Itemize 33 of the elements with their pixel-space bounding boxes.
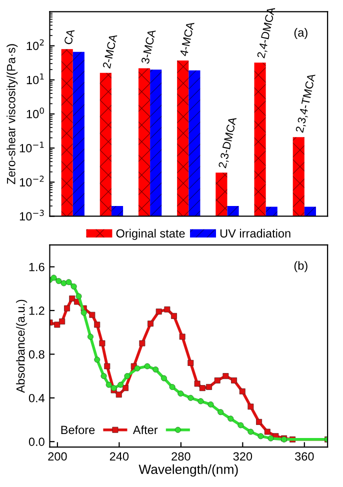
y-axis-title: Absorbance/(a.u.) (16, 300, 28, 393)
legend-label: Before (61, 425, 95, 434)
x-tick-label: 200 (48, 452, 67, 461)
y-tick-label: 10$^{−2}$ (20, 176, 44, 186)
category-label: CA (64, 28, 75, 45)
y-tick-label: 10$^{−1}$ (20, 142, 44, 152)
category-label: 2,3-DMCA (218, 116, 237, 168)
point (148, 320, 154, 327)
y-tick-label: 0.0 (28, 438, 44, 446)
x-tick-label: 360 (295, 452, 314, 461)
point (206, 384, 212, 390)
legend-label: Original state (116, 228, 185, 240)
category-label: 4-MCA (180, 21, 194, 56)
annotation: (b) (294, 261, 308, 272)
legend-label: After (132, 425, 158, 434)
category-label: 2-MCA (102, 34, 118, 69)
category-label: 2,4-DMCA (256, 6, 276, 58)
x-tick-label: 280 (172, 452, 190, 461)
y-tick-label: 0.8 (28, 350, 44, 359)
y-tick-label: 1.2 (29, 306, 44, 315)
y-axis-title: Zero-shear viscosity/(Pa·s) (6, 44, 18, 184)
legend-label: UV irradiation (220, 228, 290, 238)
annotation: (a) (294, 28, 308, 40)
y-tick-label: 10$^{−3}$ (20, 210, 44, 221)
category-label: 3-MCA (141, 29, 156, 64)
y-tick-label: 10$^{2}$ (26, 39, 44, 50)
x-tick-label: 240 (110, 452, 129, 461)
x-tick-label: 320 (233, 452, 252, 461)
y-tick-label: 1.6 (29, 262, 44, 272)
y-tick-label: 0.4 (28, 394, 45, 402)
y-tick-label: 10$^{0}$ (26, 107, 44, 118)
y-tick-label: 10$^{1}$ (26, 74, 44, 84)
x-axis-title: Wavelength/(nm) (138, 464, 238, 477)
